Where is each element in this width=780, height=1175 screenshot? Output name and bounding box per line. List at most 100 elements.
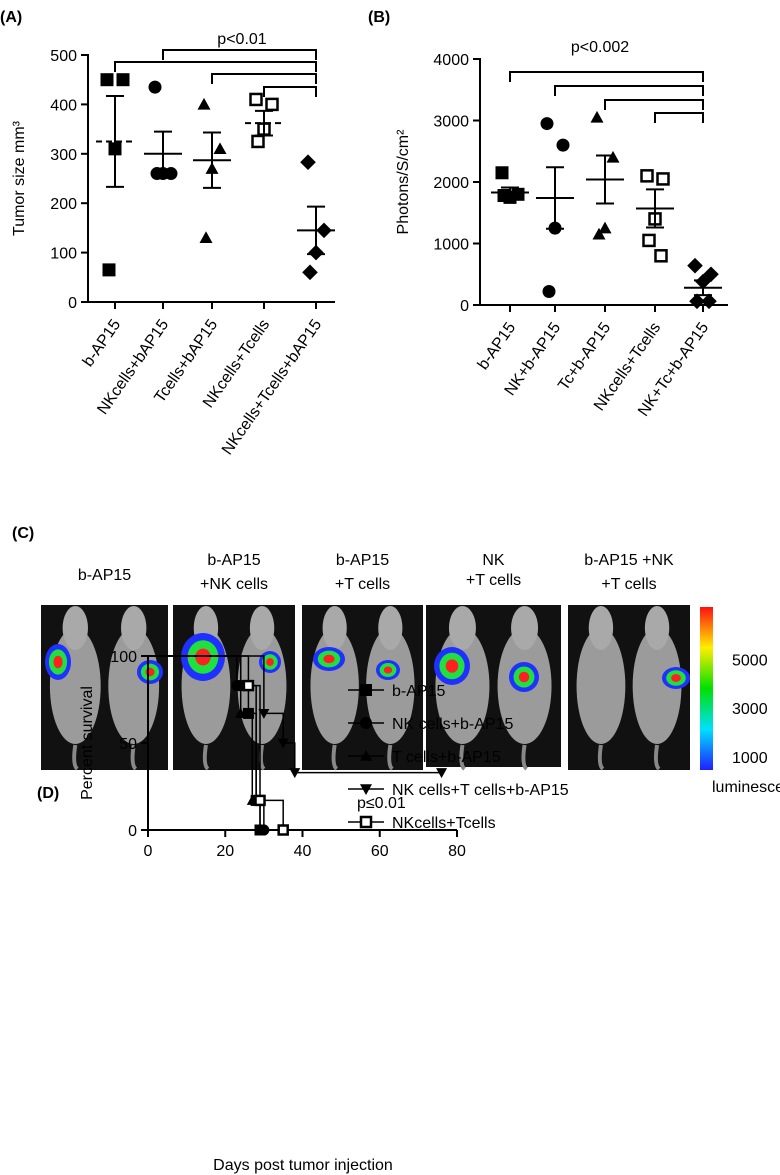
marker <box>540 117 554 131</box>
signal <box>445 659 459 673</box>
error-bar <box>255 109 273 137</box>
marker <box>235 707 247 718</box>
signal <box>323 654 335 664</box>
annotation: p<0.01 <box>217 31 266 48</box>
marker <box>654 249 668 263</box>
error-bar <box>694 279 712 297</box>
survival-step <box>263 712 284 743</box>
y-tick-label: 200 <box>50 196 77 213</box>
error-bar <box>646 188 664 229</box>
marker <box>277 738 289 749</box>
x-axis-label: Days post tumor injection <box>213 1157 393 1174</box>
mouse-body <box>576 628 626 744</box>
mouse-head <box>378 606 403 650</box>
y-tick-label: 100 <box>50 246 77 263</box>
y-tick-label: 1000 <box>433 237 469 254</box>
marker <box>606 150 620 163</box>
mouse-head <box>644 606 670 650</box>
y-tick-label: 0 <box>128 823 137 840</box>
mouse-tail <box>387 744 394 771</box>
y-tick-label: 100 <box>110 649 137 666</box>
error-bar <box>154 130 172 178</box>
mouse-tail <box>653 744 661 771</box>
marker <box>640 169 654 183</box>
significance-bracket <box>509 71 704 82</box>
y-axis-label: Percent survival <box>79 686 96 800</box>
marker <box>150 167 164 181</box>
column-label: b-AP15 <box>336 552 389 569</box>
mouse-head <box>249 606 275 650</box>
marker <box>590 110 604 123</box>
colorbar-tick-label: 3000 <box>732 701 768 718</box>
signal <box>145 667 155 677</box>
error-bar <box>596 154 614 205</box>
colorbar-tick-label: 5000 <box>732 653 768 670</box>
marker <box>302 264 318 281</box>
marker <box>254 824 266 835</box>
marker <box>116 73 130 87</box>
survival-step <box>240 712 254 801</box>
panel-label: (C) <box>12 525 34 542</box>
column-label: +T cells <box>335 576 390 593</box>
column-label: b-AP15 +NK <box>584 552 674 569</box>
column-label: b-AP15 <box>207 552 260 569</box>
signal <box>195 648 211 666</box>
y-axis-label: Photons/S/cm² <box>395 129 412 235</box>
mouse-head <box>322 606 347 650</box>
legend-label: NKcells+Tcells <box>392 815 496 832</box>
mouse-tail <box>130 744 138 771</box>
mouse-tail <box>597 744 605 771</box>
column-label: NK <box>482 552 505 569</box>
legend-label: T cells+b-AP15 <box>392 749 501 766</box>
marker <box>197 97 211 110</box>
marker <box>642 233 656 248</box>
mouse-head <box>121 606 147 650</box>
marker <box>360 717 372 729</box>
column-label: +T cells <box>601 576 656 593</box>
survival-step <box>148 655 250 686</box>
significance-bracket <box>654 112 704 123</box>
legend-label: NK cells+b-AP15 <box>392 716 513 733</box>
marker <box>703 266 719 283</box>
column-label: b-AP15 <box>78 567 131 584</box>
marker <box>687 257 703 274</box>
x-tick-label: 0 <box>144 843 153 860</box>
annotation: p<0.002 <box>571 39 629 56</box>
mouse-tail <box>202 744 210 771</box>
mouse-tail <box>258 744 266 771</box>
significance-bracket <box>162 49 317 60</box>
error-bar <box>501 186 519 199</box>
marker <box>359 815 373 829</box>
signal <box>266 658 274 666</box>
y-tick-label: 0 <box>68 295 77 312</box>
signal <box>383 666 393 674</box>
marker <box>100 73 114 87</box>
legend-label: NK cells+T cells+b-AP15 <box>392 782 569 799</box>
significance-bracket <box>604 99 704 110</box>
y-tick-label: 50 <box>119 736 137 753</box>
marker <box>254 794 266 807</box>
significance-bracket <box>263 86 317 97</box>
mouse-body <box>632 628 682 744</box>
signal <box>518 671 530 683</box>
marker <box>199 231 213 243</box>
marker <box>258 709 270 719</box>
error-bar <box>203 131 221 189</box>
colorbar <box>700 607 713 770</box>
colorbar-tick-label: 1000 <box>732 750 768 767</box>
marker <box>213 142 227 155</box>
marker <box>360 684 372 696</box>
mouse-head <box>511 606 539 650</box>
marker <box>148 80 162 94</box>
mouse-tail <box>331 744 339 771</box>
x-tick-label: 20 <box>216 843 234 860</box>
signal <box>53 655 63 669</box>
marker <box>251 134 265 149</box>
column-label: +T cells <box>466 572 521 589</box>
marker <box>689 293 705 310</box>
marker <box>497 189 511 203</box>
x-tick-label: 60 <box>371 843 389 860</box>
x-tick-label: b-AP15 <box>475 319 520 373</box>
marker <box>701 293 717 310</box>
